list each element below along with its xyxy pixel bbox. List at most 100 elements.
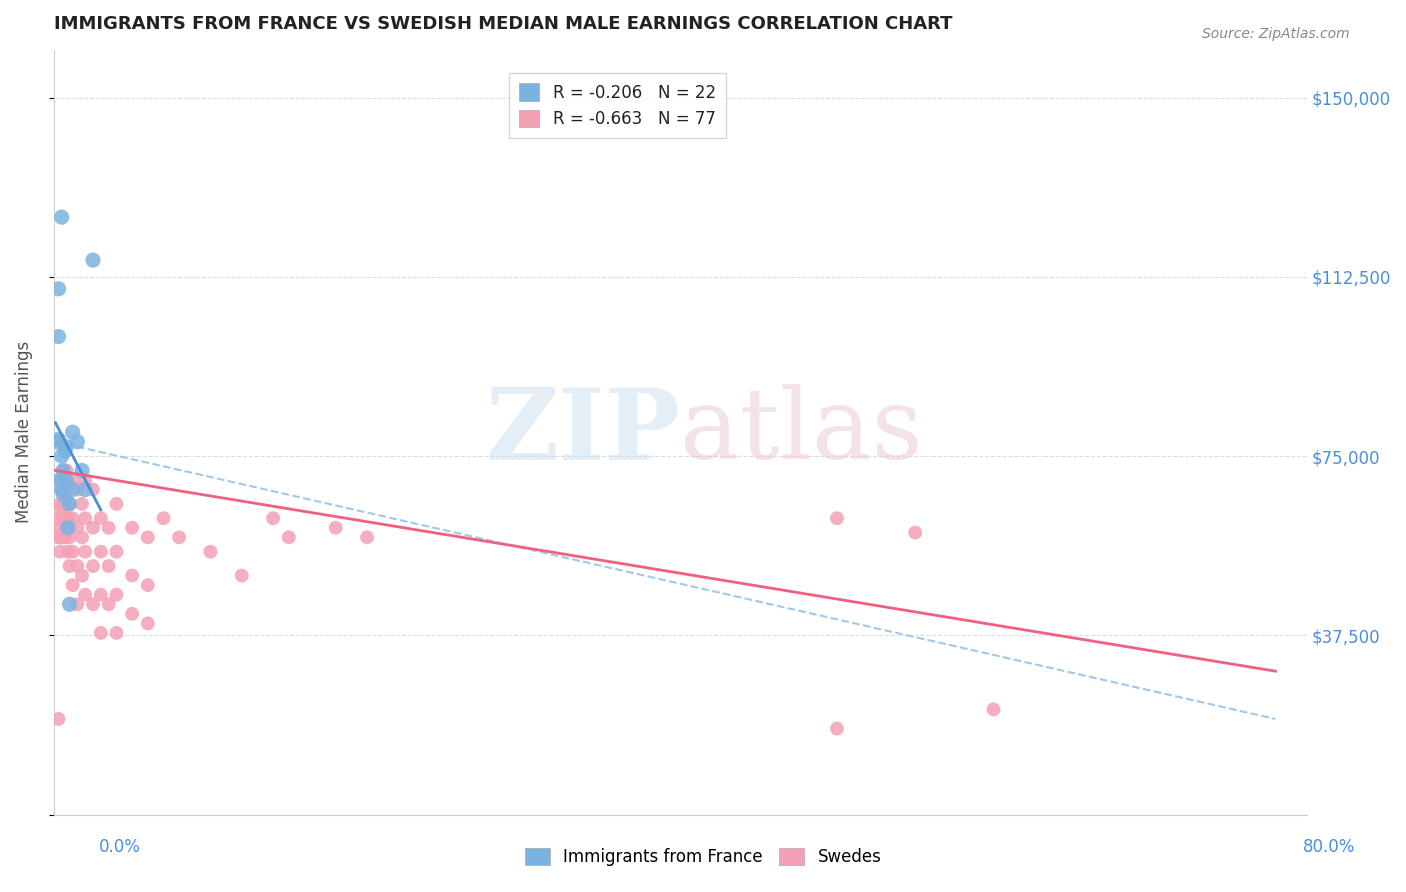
Point bbox=[277, 530, 299, 544]
Point bbox=[49, 473, 72, 487]
Point bbox=[66, 559, 89, 574]
Point bbox=[70, 530, 93, 544]
Text: ZIP: ZIP bbox=[485, 384, 681, 481]
Point bbox=[58, 559, 80, 574]
Point bbox=[90, 511, 112, 525]
Text: Source: ZipAtlas.com: Source: ZipAtlas.com bbox=[1202, 27, 1350, 41]
Point bbox=[121, 521, 143, 535]
Point bbox=[66, 521, 89, 535]
Point bbox=[56, 511, 79, 525]
Point bbox=[51, 501, 73, 516]
Point bbox=[97, 597, 120, 611]
Point bbox=[53, 473, 76, 487]
Point bbox=[49, 521, 72, 535]
Point bbox=[56, 483, 79, 497]
Point bbox=[62, 473, 84, 487]
Point bbox=[62, 425, 84, 440]
Point bbox=[56, 544, 79, 558]
Point bbox=[105, 588, 128, 602]
Point bbox=[75, 511, 97, 525]
Point bbox=[825, 511, 848, 525]
Point bbox=[75, 588, 97, 602]
Point bbox=[66, 483, 89, 497]
Point bbox=[53, 444, 76, 458]
Point bbox=[262, 511, 284, 525]
Point bbox=[66, 597, 89, 611]
Text: 0.0%: 0.0% bbox=[98, 838, 141, 856]
Text: IMMIGRANTS FROM FRANCE VS SWEDISH MEDIAN MALE EARNINGS CORRELATION CHART: IMMIGRANTS FROM FRANCE VS SWEDISH MEDIAN… bbox=[53, 15, 952, 33]
Point bbox=[90, 626, 112, 640]
Point bbox=[58, 597, 80, 611]
Point bbox=[82, 521, 104, 535]
Point bbox=[325, 521, 347, 535]
Point bbox=[90, 544, 112, 558]
Point bbox=[56, 521, 79, 535]
Point bbox=[75, 544, 97, 558]
Point bbox=[51, 473, 73, 487]
Text: atlas: atlas bbox=[681, 384, 924, 480]
Point bbox=[52, 463, 75, 477]
Point bbox=[62, 511, 84, 525]
Point bbox=[48, 712, 70, 726]
Point bbox=[70, 463, 93, 477]
Point bbox=[55, 440, 77, 454]
Point bbox=[52, 483, 75, 497]
Point bbox=[200, 544, 222, 558]
Point bbox=[55, 521, 77, 535]
Point bbox=[49, 544, 72, 558]
Point bbox=[53, 497, 76, 511]
Point bbox=[105, 497, 128, 511]
Point bbox=[46, 434, 69, 449]
Point bbox=[70, 568, 93, 582]
Point bbox=[136, 616, 159, 631]
Point bbox=[82, 253, 104, 268]
Point bbox=[58, 497, 80, 511]
Point bbox=[356, 530, 378, 544]
Point bbox=[90, 588, 112, 602]
Point bbox=[53, 530, 76, 544]
Point bbox=[75, 473, 97, 487]
Point bbox=[97, 559, 120, 574]
Point bbox=[983, 702, 1005, 716]
Point bbox=[49, 497, 72, 511]
Legend: Immigrants from France, Swedes: Immigrants from France, Swedes bbox=[516, 840, 890, 875]
Point bbox=[55, 473, 77, 487]
Point bbox=[51, 449, 73, 463]
Point bbox=[121, 607, 143, 621]
Point bbox=[82, 559, 104, 574]
Legend: R = -0.206   N = 22, R = -0.663   N = 77: R = -0.206 N = 22, R = -0.663 N = 77 bbox=[509, 73, 725, 138]
Point bbox=[52, 511, 75, 525]
Y-axis label: Median Male Earnings: Median Male Earnings bbox=[15, 341, 32, 524]
Point bbox=[48, 433, 70, 447]
Point bbox=[105, 626, 128, 640]
Point bbox=[51, 530, 73, 544]
Point bbox=[62, 483, 84, 497]
Point bbox=[55, 463, 77, 477]
Point bbox=[75, 483, 97, 497]
Point bbox=[62, 544, 84, 558]
Point bbox=[62, 578, 84, 592]
Point bbox=[136, 530, 159, 544]
Point bbox=[48, 511, 70, 525]
Point bbox=[48, 329, 70, 343]
Point bbox=[58, 530, 80, 544]
Point bbox=[52, 530, 75, 544]
Point bbox=[82, 483, 104, 497]
Point bbox=[121, 568, 143, 582]
Point bbox=[82, 597, 104, 611]
Point bbox=[152, 511, 174, 525]
Point bbox=[52, 487, 75, 501]
Point bbox=[70, 497, 93, 511]
Point bbox=[48, 530, 70, 544]
Text: 80.0%: 80.0% bbox=[1302, 838, 1355, 856]
Point bbox=[97, 521, 120, 535]
Point bbox=[51, 210, 73, 224]
Point bbox=[48, 282, 70, 296]
Point bbox=[51, 483, 73, 497]
Point bbox=[136, 578, 159, 592]
Point bbox=[58, 497, 80, 511]
Point bbox=[51, 483, 73, 497]
Point bbox=[53, 511, 76, 525]
Point bbox=[52, 497, 75, 511]
Point bbox=[66, 434, 89, 449]
